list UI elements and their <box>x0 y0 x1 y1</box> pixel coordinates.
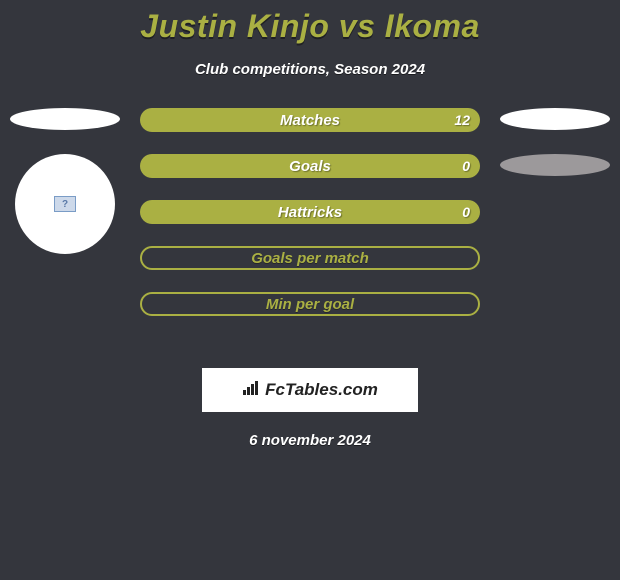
right-ellipse-2 <box>500 154 610 176</box>
stat-label: Hattricks <box>278 204 342 221</box>
emblem-icon: ? <box>54 196 76 212</box>
stats-area: ? Matches 12 Goals 0 Hattricks 0 Goals p… <box>0 118 620 358</box>
page-title: Justin Kinjo vs Ikoma <box>0 0 620 45</box>
stat-row-goals-per-match: Goals per match <box>140 246 480 270</box>
stat-value-right: 0 <box>462 204 470 220</box>
stat-row-hattricks: Hattricks 0 <box>140 200 480 224</box>
stat-row-min-per-goal: Min per goal <box>140 292 480 316</box>
stat-value-right: 0 <box>462 158 470 174</box>
stat-label: Goals <box>289 158 331 175</box>
left-player-avatar: ? <box>15 154 115 254</box>
right-ellipse-1 <box>500 108 610 130</box>
stats-bars: Matches 12 Goals 0 Hattricks 0 Goals per… <box>140 108 480 338</box>
subtitle: Club competitions, Season 2024 <box>0 61 620 78</box>
logo-text: FcTables.com <box>242 380 378 401</box>
logo-label: FcTables.com <box>265 380 378 400</box>
left-ellipse-1 <box>10 108 120 130</box>
right-player-column <box>500 108 610 200</box>
stat-row-matches: Matches 12 <box>140 108 480 132</box>
stat-label: Matches <box>280 112 340 129</box>
stat-row-goals: Goals 0 <box>140 154 480 178</box>
stat-label: Min per goal <box>266 296 354 313</box>
left-player-column: ? <box>10 108 120 254</box>
logo-box: FcTables.com <box>202 368 418 412</box>
stat-value-right: 12 <box>454 112 470 128</box>
date-label: 6 november 2024 <box>0 432 620 449</box>
stat-label: Goals per match <box>251 250 369 267</box>
chart-icon <box>242 380 262 401</box>
